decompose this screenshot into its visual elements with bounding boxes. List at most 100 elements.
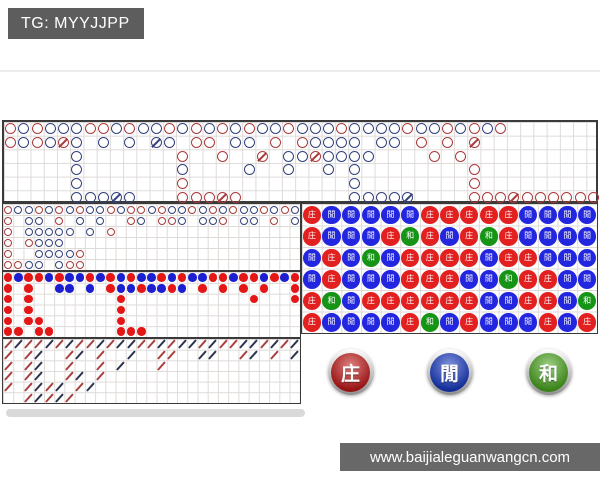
big-road-mark — [243, 123, 255, 135]
big-road-mark — [217, 150, 229, 162]
cockroach-road-mark — [249, 350, 259, 360]
bead-plate-mark: 庄 — [440, 291, 459, 310]
small-road-mark — [3, 316, 13, 325]
bead-plate-mark: 閒 — [381, 270, 400, 289]
cockroach-road-mark — [24, 350, 34, 360]
cockroach-road-mark — [34, 382, 44, 392]
small-road-mark — [290, 284, 300, 293]
tie-slash-icon — [58, 137, 69, 148]
bead-plate-mark: 閒 — [322, 227, 341, 246]
big-road-mark — [177, 178, 189, 189]
big-eye-road-mark — [167, 216, 176, 225]
small-road-mark — [259, 273, 269, 282]
big-eye-road-mark — [55, 249, 64, 258]
player-button[interactable]: 閒 — [426, 349, 473, 395]
big-road-mark — [124, 123, 136, 135]
cockroach-road-mark — [24, 382, 34, 392]
bead-plate-mark: 庄 — [302, 205, 322, 224]
bead-plate-mark: 閒 — [361, 227, 381, 246]
cockroach-road-mark — [157, 350, 167, 360]
small-road-mark — [280, 273, 289, 282]
big-eye-road-mark — [34, 249, 43, 258]
big-road-mark — [111, 191, 123, 203]
big-road-mark — [283, 164, 295, 176]
tie-button[interactable]: 和 — [525, 349, 572, 395]
cockroach-road-mark — [249, 339, 259, 350]
big-eye-road-mark — [280, 205, 289, 214]
bead-plate-mark: 閒 — [341, 227, 361, 246]
big-road-mark — [31, 137, 43, 148]
big-road-mark — [97, 191, 109, 203]
bead-plate-mark: 庄 — [459, 227, 479, 246]
bead-plate-mark: 閒 — [558, 270, 577, 289]
big-road-mark — [349, 164, 361, 176]
small-road-mark — [188, 273, 197, 282]
big-road-mark — [124, 137, 136, 148]
cockroach-road-mark — [95, 339, 105, 350]
big-road-mark — [270, 123, 281, 135]
big-road-mark — [349, 123, 361, 135]
small-road-mark — [157, 273, 166, 282]
big-road-mark — [587, 191, 599, 203]
big-road-mark — [375, 191, 387, 203]
big-eye-road-mark — [4, 216, 13, 225]
big-eye-road-mark — [24, 227, 33, 236]
big-road-mark — [71, 178, 83, 189]
small-road-mark — [239, 273, 248, 282]
big-road-mark — [389, 137, 401, 148]
big-road-mark — [44, 123, 56, 135]
bead-plate-mark: 閒 — [302, 248, 322, 267]
big-road-mark — [137, 123, 149, 135]
cockroach-road-mark — [259, 339, 269, 350]
cockroach-road-mark — [157, 339, 167, 350]
big-road-mark — [217, 191, 229, 203]
cockroach-road-panel — [2, 338, 301, 404]
big-eye-road-mark — [249, 216, 258, 225]
small-road-mark — [126, 273, 136, 282]
cockroach-road-mark — [3, 339, 13, 350]
banker-button[interactable]: 庄 — [327, 349, 374, 395]
cockroach-road-mark — [208, 350, 218, 360]
bead-plate-mark: 庄 — [538, 291, 558, 310]
cockroach-road-mark — [136, 339, 146, 350]
cockroach-road-mark — [34, 371, 44, 382]
bead-plate-mark: 閒 — [558, 205, 577, 224]
small-road-mark — [126, 327, 136, 336]
cockroach-road-mark — [34, 339, 44, 350]
bead-plate-mark: 庄 — [518, 248, 538, 267]
big-eye-road-mark — [198, 205, 207, 214]
cockroach-road-mark — [65, 339, 75, 350]
big-eye-road-mark — [219, 205, 228, 214]
big-eye-road-mark — [55, 260, 64, 269]
big-road-mark — [217, 123, 229, 135]
small-road-mark — [177, 284, 187, 293]
cockroach-road-mark — [34, 350, 44, 360]
big-eye-road-mark — [24, 205, 33, 214]
small-road-mark — [126, 284, 136, 293]
bead-plate-mark: 庄 — [499, 248, 518, 267]
small-road-mark — [55, 273, 64, 282]
bead-plate-mark: 和 — [479, 227, 499, 246]
bead-plate-mark: 閒 — [341, 270, 361, 289]
horizontal-scrollbar[interactable] — [6, 409, 305, 417]
cockroach-road-mark — [75, 382, 85, 392]
big-road-mark — [336, 150, 348, 162]
banker-button-label: 庄 — [331, 352, 370, 392]
big-road-mark — [177, 150, 189, 162]
big-road-mark — [508, 191, 520, 203]
big-road-mark — [468, 178, 480, 189]
big-road-mark — [44, 137, 56, 148]
big-eye-road-mark — [75, 260, 84, 269]
big-eye-road-mark — [75, 216, 84, 225]
bead-plate-mark: 閒 — [577, 270, 597, 289]
bead-plate-mark: 和 — [400, 227, 420, 246]
big-road-mark — [415, 123, 427, 135]
bead-plate-mark: 閒 — [341, 291, 361, 310]
big-road-mark — [190, 137, 202, 148]
bead-plate-mark: 閒 — [440, 227, 459, 246]
small-road-mark — [137, 284, 146, 293]
big-eye-road-mark — [34, 238, 43, 247]
big-road-mark — [97, 123, 109, 135]
bead-plate-panel: 庄閒閒閒閒閒庄庄庄庄庄閒閒閒閒庄閒閒閒庄和庄閒庄和庄閒閒閒閒閒庄閒和閒庄庄庄庄閒… — [301, 203, 598, 334]
bead-plate-mark: 庄 — [420, 270, 440, 289]
